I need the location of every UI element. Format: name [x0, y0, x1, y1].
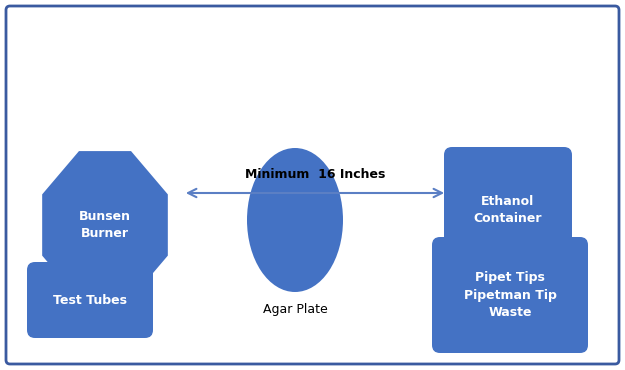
Text: Minimum  16 Inches: Minimum 16 Inches: [245, 168, 385, 182]
Text: Agar Plate: Agar Plate: [262, 303, 328, 316]
Text: Ethanol
Container: Ethanol Container: [474, 195, 542, 225]
Ellipse shape: [247, 148, 343, 292]
Text: Test Tubes: Test Tubes: [53, 293, 127, 306]
FancyBboxPatch shape: [444, 147, 572, 273]
Polygon shape: [42, 151, 168, 299]
Text: Bunsen
Burner: Bunsen Burner: [79, 210, 131, 240]
Text: Pipet Tips
Pipetman Tip
Waste: Pipet Tips Pipetman Tip Waste: [464, 272, 556, 319]
FancyBboxPatch shape: [6, 6, 619, 364]
FancyBboxPatch shape: [27, 262, 153, 338]
FancyBboxPatch shape: [432, 237, 588, 353]
